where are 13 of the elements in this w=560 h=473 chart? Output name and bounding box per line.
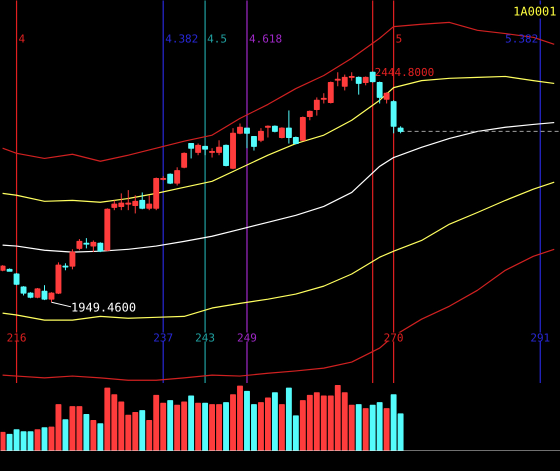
x-tick-label: 237 bbox=[153, 332, 174, 344]
annotation: 4.618 bbox=[248, 32, 282, 46]
x-tick-label: 216 bbox=[6, 332, 26, 344]
annotation: 4.5 bbox=[207, 32, 227, 46]
annotation: 1949.4600 bbox=[71, 300, 136, 314]
annotation: 5.382 bbox=[505, 32, 538, 46]
annotation: 4.382 bbox=[165, 32, 198, 46]
x-tick-label: 243 bbox=[195, 332, 216, 344]
x-tick-label: 291 bbox=[530, 332, 550, 344]
annotation: 5 bbox=[396, 32, 402, 46]
x-tick-label: 249 bbox=[237, 332, 257, 344]
annotation: 4 bbox=[18, 32, 26, 46]
annotation: 1A0001 bbox=[513, 4, 557, 18]
